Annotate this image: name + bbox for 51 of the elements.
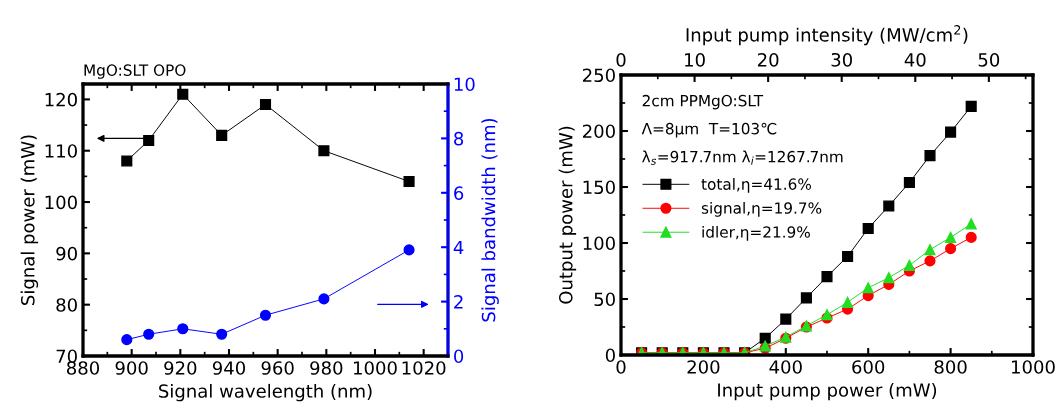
x2-tick-label: 50: [978, 52, 1000, 67]
x-tick-label: 980: [310, 361, 343, 375]
legend-label: total,η=41.6%: [701, 178, 812, 193]
annotation: 2cm PPMgO:SLT: [642, 94, 764, 110]
y-tick-label: 0: [605, 348, 615, 363]
x2-tick-label: 10: [685, 52, 705, 67]
y-tick-label: 80: [56, 298, 77, 312]
y2-tick-label: 10: [454, 77, 475, 92]
y-tick-label: 70: [56, 349, 77, 364]
x2-tick-label: 40: [904, 52, 926, 67]
x2-tick-label: 30: [831, 52, 852, 67]
y-tick-label: 120: [45, 92, 77, 107]
annotation: λ$_{s}$=917.7nm λ$_{i}$=1267.7nm: [642, 150, 843, 165]
y2-tick-label: 6: [454, 186, 464, 200]
y-tick-label: 250: [583, 68, 615, 83]
x-tick-label: 800: [934, 360, 967, 374]
x-tick-label: 880: [66, 361, 100, 375]
x-tick-label: 940: [212, 361, 246, 375]
x-tick-label: 900: [115, 361, 148, 375]
y-tick-label: 200: [583, 124, 615, 139]
chart-title: MgO:SLT OPO: [84, 64, 186, 79]
legend-label: signal,η=19.7%: [701, 202, 822, 217]
x2-axis-title: Input pump intensity (MW/cm$^{2}$): [686, 25, 968, 46]
y2-tick-label: 8: [454, 131, 464, 146]
x-tick-label: 400: [769, 360, 802, 374]
y2-tick-label: 2: [454, 295, 463, 309]
x-tick-label: 1020: [402, 361, 446, 375]
annotation: Λ=8μm T=103℃: [641, 122, 777, 138]
y-axis-title: Output power (mW): [558, 126, 577, 304]
x-axis-title: Signal wavelength (nm): [159, 383, 372, 402]
y-tick-label: 50: [594, 292, 615, 307]
x2-tick-label: 20: [757, 52, 779, 67]
x-tick-label: 600: [852, 360, 885, 374]
y-axis-title: Signal power (mW): [20, 135, 39, 305]
x-axis-title: Input pump power (mW): [718, 382, 937, 401]
y-tick-label: 90: [56, 246, 77, 261]
x-tick-label: 920: [164, 361, 197, 375]
x-tick-label: 0: [616, 360, 626, 374]
x-tick-label: 1000: [354, 361, 397, 375]
y2-axis-title: Signal bandwidth (nm): [481, 118, 499, 322]
x2-tick-label: 0: [616, 52, 626, 67]
y2-tick-label: 0: [454, 349, 464, 364]
y-tick-label: 100: [583, 236, 615, 251]
legend-label: idler,η=21.9%: [702, 225, 810, 241]
x-tick-label: 200: [687, 360, 720, 374]
x-tick-label: 1000: [1012, 360, 1055, 374]
y-tick-label: 150: [583, 180, 615, 195]
y-tick-label: 100: [45, 195, 77, 210]
x-tick-label: 960: [261, 361, 294, 375]
y-tick-label: 110: [45, 144, 77, 158]
y2-tick-label: 4: [453, 240, 464, 255]
